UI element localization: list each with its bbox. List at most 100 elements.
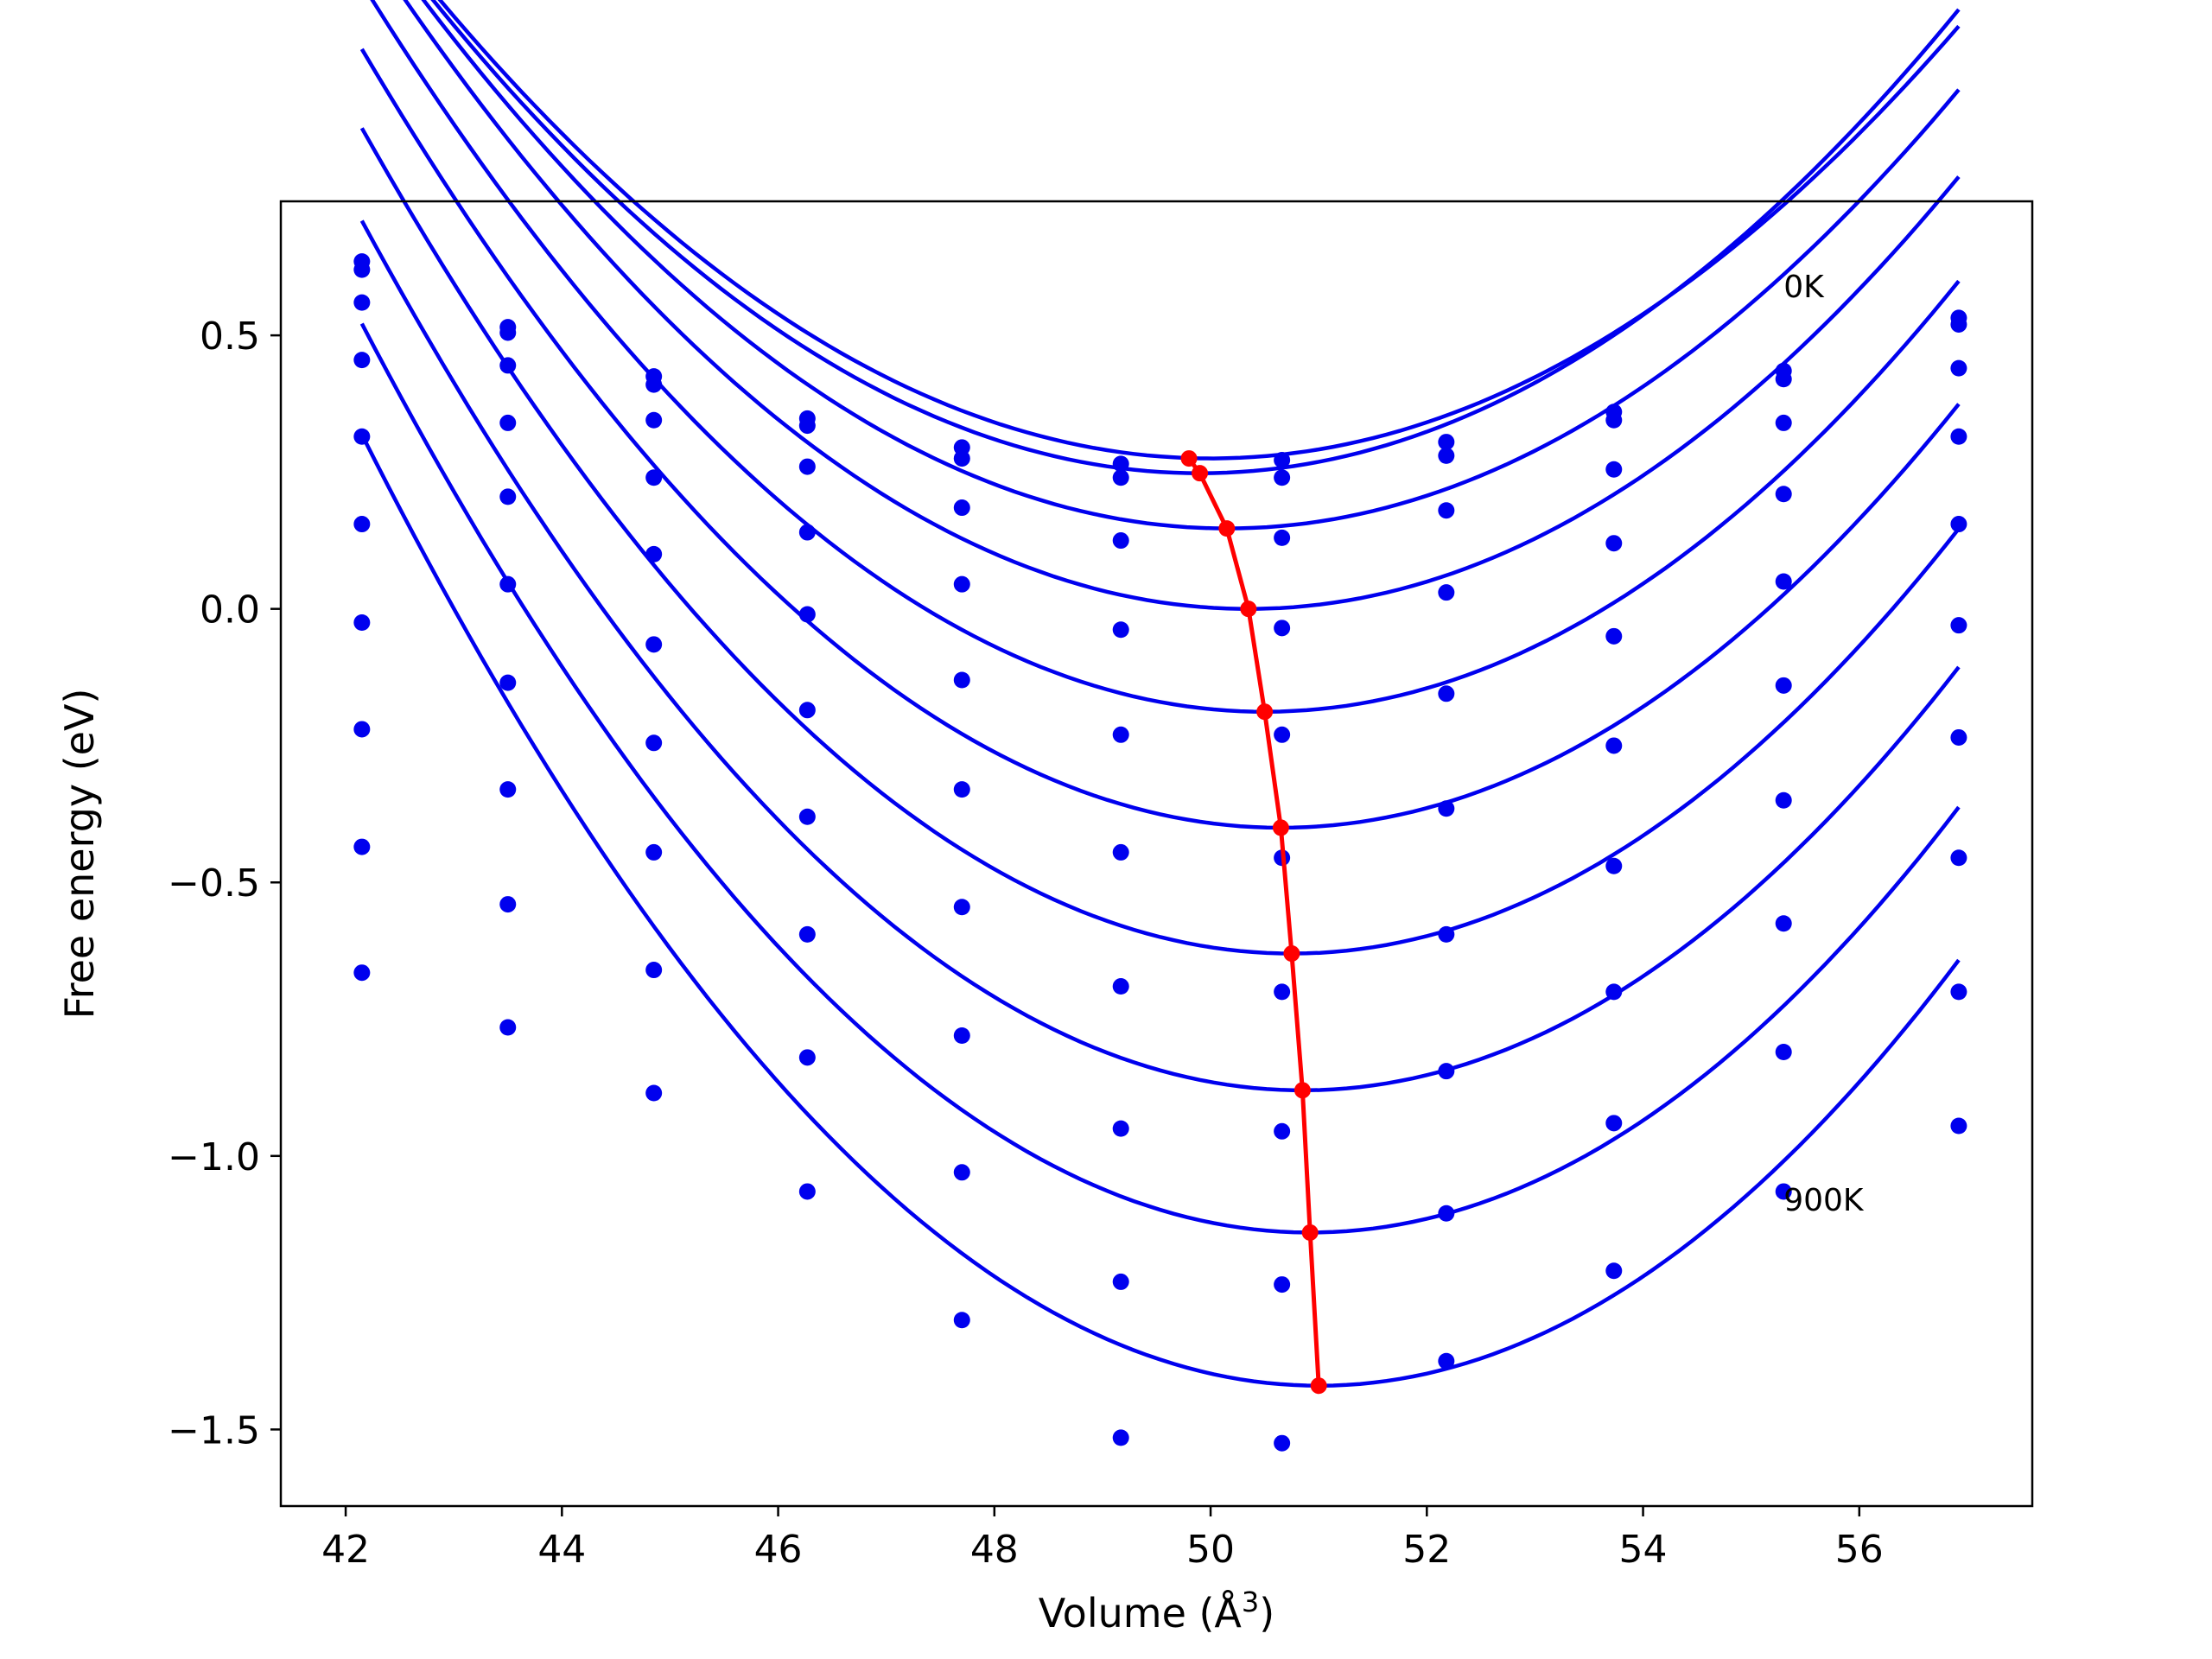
minima-line [1186, 457, 1321, 1386]
data-point [798, 925, 816, 943]
data-point [1112, 978, 1129, 995]
data-point [1950, 315, 1967, 333]
data-point [353, 294, 371, 311]
x-tick-label: 50 [1186, 1528, 1235, 1572]
data-point [499, 414, 517, 431]
x-axis-title: Volume (Å3) [1039, 1586, 1274, 1637]
data-point [798, 606, 816, 623]
fit-curve [359, 127, 1961, 956]
data-point [1438, 800, 1455, 817]
fit-curve [359, 433, 1961, 1388]
data-point [499, 324, 517, 341]
data-point [1605, 983, 1623, 1001]
data-point [1438, 1205, 1455, 1222]
data-point [1438, 434, 1455, 451]
data-point [953, 575, 970, 593]
minimum-point [1272, 819, 1289, 836]
data-point [1775, 573, 1792, 590]
data-point [1775, 677, 1792, 694]
data-point [1112, 1429, 1129, 1446]
data-point [645, 1084, 663, 1102]
minimum-point [1294, 1082, 1311, 1099]
data-point [1605, 737, 1623, 754]
minimum-point [1240, 601, 1257, 618]
y-tick-label: 0.0 [200, 588, 260, 632]
data-point [1775, 915, 1792, 932]
fit-curve [359, 322, 1961, 1235]
x-tick-label: 56 [1835, 1528, 1884, 1572]
data-point [499, 575, 517, 593]
data-point [499, 357, 517, 374]
data-point [645, 376, 663, 393]
data-point [645, 843, 663, 861]
annotation-900k: 900K [1783, 1183, 1865, 1218]
data-point [1950, 728, 1967, 746]
data-point [499, 674, 517, 691]
data-point [798, 702, 816, 719]
data-point [1112, 621, 1129, 639]
data-point [499, 1019, 517, 1036]
x-axis-title-close: ) [1259, 1590, 1274, 1637]
data-point [953, 499, 970, 517]
fit-curve [359, 219, 1961, 1093]
data-point [1775, 1044, 1792, 1061]
data-point [353, 721, 371, 738]
data-point [1112, 455, 1129, 473]
data-point [1274, 983, 1291, 1001]
y-tick-label: −0.5 [168, 861, 260, 906]
data-point [499, 488, 517, 505]
data-point [1950, 983, 1967, 1001]
minimum-point [1283, 945, 1300, 963]
minimum-point [1256, 703, 1274, 721]
data-point [1950, 849, 1967, 867]
y-axis-title: Free energy (eV) [56, 689, 103, 1020]
data-point [798, 417, 816, 435]
data-point [1950, 428, 1967, 445]
x-tick-label: 54 [1619, 1528, 1668, 1572]
data-point [1274, 1434, 1291, 1452]
data-point [499, 781, 517, 798]
data-point [353, 838, 371, 855]
data-point [499, 896, 517, 913]
fit-curves [359, 0, 1961, 1388]
annotation-0k: 0K [1783, 270, 1825, 305]
fit-curve [403, 0, 1961, 611]
minimum-point [1218, 520, 1236, 537]
fit-curve [421, 0, 1961, 531]
data-point [1775, 791, 1792, 809]
data-point [1438, 502, 1455, 519]
minimum-point [1180, 450, 1198, 467]
data-point [1274, 529, 1291, 546]
data-point [1112, 1120, 1129, 1137]
data-point [1438, 584, 1455, 601]
data-point [645, 962, 663, 979]
data-point [353, 516, 371, 533]
data-point [645, 734, 663, 752]
data-point [645, 411, 663, 429]
data-point [1112, 726, 1129, 743]
data-point [798, 524, 816, 541]
x-tick-label: 44 [537, 1528, 586, 1572]
minimum-point [1192, 465, 1209, 482]
data-point [1112, 1273, 1129, 1290]
data-point [1274, 726, 1291, 743]
data-point [953, 1027, 970, 1045]
data-point [1950, 1117, 1967, 1135]
data-point [353, 614, 371, 632]
data-point [953, 1164, 970, 1181]
data-point [1775, 414, 1792, 431]
data-point [1438, 925, 1455, 943]
data-point [1605, 461, 1623, 478]
x-tick-label: 46 [754, 1528, 803, 1572]
data-point [1438, 1352, 1455, 1370]
fit-curve [359, 48, 1961, 830]
data-point [1605, 1115, 1623, 1132]
x-axis-ticks: 42 44 46 48 50 52 54 56 [321, 1506, 1884, 1572]
data-point [1775, 371, 1792, 388]
data-point [1775, 486, 1792, 503]
x-axis-title-main: Volume (Å [1039, 1590, 1243, 1637]
data-point [953, 1312, 970, 1329]
data-point [798, 808, 816, 825]
data-point [645, 545, 663, 563]
